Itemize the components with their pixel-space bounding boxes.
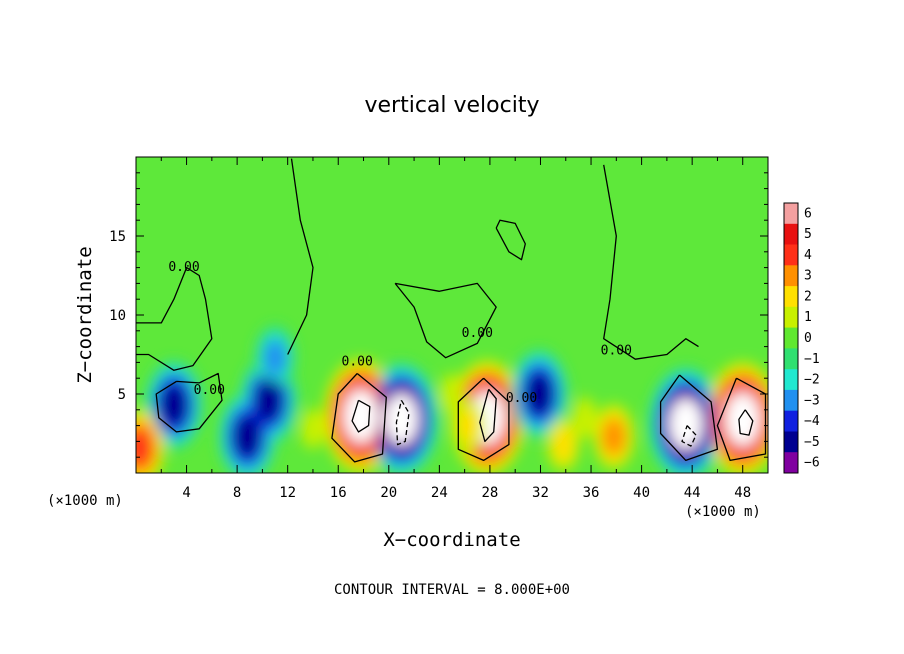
velocity-cell-11-ring-7 [669,398,703,450]
contour-line-0 [136,266,213,371]
x-tick-label-4: 4 [182,485,190,501]
chart-title: vertical velocity [364,93,539,118]
velocity-cell-2-ring-5 [254,378,283,422]
contour-line-3 [603,164,699,360]
colorbar-label--6: −6 [804,456,820,471]
contour-label-5: 0.00 [601,344,632,359]
contour-line-7 [716,377,767,462]
x-tick-label-8: 8 [233,485,241,501]
contour-line-1 [287,158,314,355]
colorbar-label-5: 5 [804,227,812,242]
contour-interval-note: CONTOUR INTERVAL = 8.000E+00 [334,582,570,598]
contour-label-1: 0.00 [194,383,225,398]
y-tick-label-5: 5 [118,387,126,403]
colorbar-swatch-2 [784,286,798,308]
contour-line-2 [394,282,497,359]
velocity-cell-15-ring-1 [572,397,597,438]
x-unit-left: (×1000 m) [47,493,123,509]
contour-line-10 [351,399,371,433]
x-tick-label-28: 28 [481,485,498,501]
velocity-cell-3-ring-3 [263,339,287,377]
contour-line-8 [659,374,719,462]
contour-line-5 [457,377,510,462]
colorbar-swatch--6 [784,452,798,474]
contour-line-9 [495,219,526,261]
colorbar-swatch--3 [784,389,798,412]
colorbar-label-2: 2 [804,290,812,305]
x-unit-right: (×1000 m) [685,504,761,520]
colorbar-label-0: 0 [804,331,812,346]
velocity-cell-16-ring-1 [439,373,465,415]
velocity-cell-5-ring-7 [384,393,419,445]
colorbar-frame [783,202,799,474]
y-tick-label-15: 15 [109,229,126,245]
colorbar-swatch--1 [784,348,798,370]
x-tick-label-40: 40 [633,485,650,501]
contour-labels: 0.00 0.00 0.00 0.00 0.00 0.00 [168,260,632,406]
velocity-cell-12-ring-7 [726,393,760,445]
colorbar-label-3: 3 [804,269,812,284]
y-axis-ticks: 5 10 15 [109,172,768,458]
colorbar-label--2: −2 [804,373,820,388]
x-tick-label-44: 44 [684,485,701,501]
colorbar-swatch--4 [784,410,798,432]
colorbar-label-4: 4 [804,248,812,263]
colorbar-swatch-3 [784,265,798,287]
velocity-cell-1-ring-5 [233,415,262,459]
y-axis-title: Z−coordinate [74,246,96,383]
velocity-cell-9-ring-2 [552,426,575,463]
x-axis-title: X−coordinate [383,529,520,551]
x-axis-ticks: 4 8 12 16 20 24 28 32 36 40 44 48 [160,157,751,501]
velocity-field: 0.00 0.00 0.00 0.00 0.00 0.00 [136,157,768,473]
x-tick-label-16: 16 [330,485,347,501]
colorbar-label-6: 6 [804,206,812,221]
velocity-cells [136,325,768,473]
velocity-cell-13-ring-4 [136,427,153,468]
colorbar-label-1: 1 [804,310,812,325]
contour-label-3: 0.00 [462,326,493,341]
y-tick-label-10: 10 [109,308,126,324]
colorbar-label--1: −1 [804,352,820,367]
velocity-cell-0-ring-5 [160,383,188,427]
colorbar-swatch-6 [784,203,798,225]
velocity-cell-14-ring-1 [300,408,326,449]
colorbar-swatch-5 [784,223,798,246]
velocity-cell-4-ring-7 [344,390,378,442]
contour-lines [136,158,767,463]
colorbar-label--4: −4 [804,414,820,429]
contour-line-12 [738,409,754,436]
velocity-cell-8-ring-5 [525,372,554,416]
colorbar-swatch-4 [784,244,798,266]
x-tick-label-36: 36 [583,485,600,501]
contour-line-4 [155,372,223,433]
colorbar-swatch-0 [784,327,798,349]
contour-label-0: 0.00 [168,260,199,275]
colorbar: 6 5 4 3 2 1 0 −1 −2 −3 −4 −5 −6 [783,202,820,474]
contour-label-4: 0.00 [506,391,537,406]
contour-line-13 [395,399,410,446]
x-tick-label-32: 32 [532,485,549,501]
x-tick-label-24: 24 [431,485,448,501]
x-tick-label-12: 12 [279,485,296,501]
velocity-cell-10-ring-3 [602,418,626,456]
contour-label-2: 0.00 [342,355,373,370]
contour-line-11 [479,388,497,443]
x-tick-label-20: 20 [380,485,397,501]
contour-line-14 [681,425,697,447]
colorbar-swatch--2 [784,369,798,391]
velocity-cell-6-ring-2 [457,407,480,444]
colorbar-label--5: −5 [804,435,820,450]
colorbar-label--3: −3 [804,393,820,408]
x-tick-label-48: 48 [734,485,751,501]
colorbar-swatch--5 [784,431,798,453]
colorbar-swatch-1 [784,306,798,329]
contour-line-6 [331,372,387,463]
